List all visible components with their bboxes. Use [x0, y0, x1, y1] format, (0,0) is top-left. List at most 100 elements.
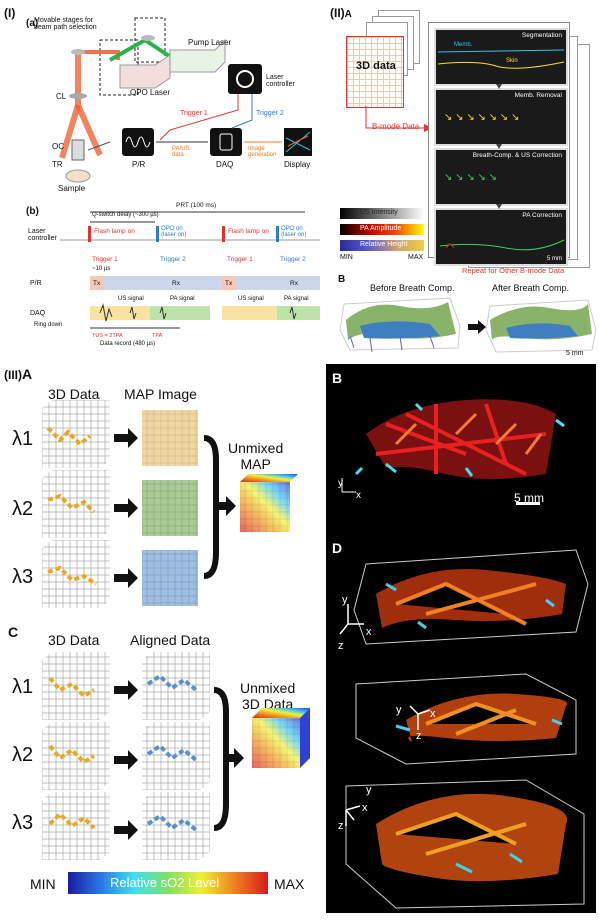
tr-label: TR: [52, 160, 63, 169]
axis-y-d3: y: [366, 784, 372, 796]
iii-c-label: C: [8, 624, 19, 640]
us-signal-label: US signal: [118, 296, 144, 302]
row-daq: DAQ: [30, 310, 46, 317]
image-generation-label: Image generation: [248, 146, 277, 158]
pa-us-data-label: PA/US data: [172, 146, 190, 158]
trigger2-b1: Trigger 2: [160, 256, 186, 263]
step-arrow-1: [496, 84, 502, 89]
opo-on-2: OPO on (laser on): [281, 226, 307, 238]
cl-label: CL: [56, 92, 67, 101]
axis-x-d3: x: [362, 802, 368, 814]
flash-lamp-1: Flash lamp on: [94, 228, 135, 235]
skin-label: Skin: [506, 58, 518, 64]
pr-label: P/R: [132, 160, 146, 169]
memb-label: Memb.: [454, 42, 473, 48]
legend-pa-label: PA Amplitude: [360, 225, 402, 232]
us-signal-label-2: US signal: [238, 296, 264, 302]
section-iii-num: (III): [4, 368, 22, 382]
green-arrows: ↘ ↘ ↘ ↘ ↘: [444, 172, 498, 183]
rx-label-2: Rx: [290, 280, 298, 287]
axis-y-b: y: [338, 478, 343, 489]
step-label-breath-comp: Breath-Comp. & US Correction: [472, 152, 562, 159]
before-label: Before Breath Comp.: [370, 283, 455, 293]
scale-bar-5mm: 5 mm: [547, 256, 562, 262]
bmode-pa-correction: PA Correction 5 mm: [434, 208, 568, 266]
pump-laser-label: Pump Laser: [188, 38, 232, 47]
axis-y-d1: y: [342, 594, 348, 606]
pa-signal-label-2: PA signal: [284, 296, 309, 302]
axis-z-d1: z: [338, 640, 344, 652]
movable-stage-label: Movable stages for beam path selection: [34, 17, 97, 31]
step-arrow-3: [496, 204, 502, 209]
row-pr: P/R: [30, 280, 42, 287]
ring-down-label: Ring down: [34, 322, 63, 328]
mip-image: [341, 399, 565, 505]
segmentation-lines: [437, 49, 565, 69]
axis-z-d2: z: [416, 730, 422, 742]
tpa-label: TPA: [152, 333, 163, 339]
step-label-segmentation: Segmentation: [521, 32, 562, 39]
iii-c-3d-data: 3D Data: [48, 632, 100, 648]
legend-max: MAX: [408, 254, 424, 261]
bmode-segmentation: Segmentation Memb. Skin: [434, 28, 568, 86]
tx-label-2: Tx: [225, 280, 233, 287]
legend-us-label: US Intensity: [360, 209, 398, 216]
section-iii-a: A: [22, 366, 33, 382]
surface-plots: [339, 297, 597, 353]
trigger1-label: Trigger 1: [180, 110, 208, 117]
step-arrow-2: [496, 144, 502, 149]
scale-b-5mm: 5 mm: [566, 350, 584, 357]
opo-laser-label: OPO Laser: [130, 88, 171, 97]
yellow-arrows: ↘ ↘ ↘ ↘ ↘ ↘ ↘: [444, 112, 520, 123]
iii-a-unmixed-map: Unmixed MAP: [228, 440, 284, 472]
3d-renderings: [339, 549, 589, 909]
axis-x-d2: x: [430, 708, 436, 720]
iii-a-map-image: MAP Image: [124, 386, 197, 402]
flash-lamp-2: Flash lamp on: [228, 228, 269, 235]
section-i-label: (I): [4, 6, 16, 20]
trigger1-b1: Trigger 1: [92, 256, 118, 263]
iii-a-diagram: [42, 400, 298, 608]
panel-iib-label: B: [338, 274, 346, 285]
legend-pa-amplitude: [340, 224, 424, 235]
scale-5mm-b: 5 mm: [514, 491, 544, 505]
legend-rh-label: Relative Height: [360, 241, 408, 248]
optical-setup-diagram: [59, 17, 312, 183]
section-ii-num: (II): [330, 6, 345, 20]
opo-on-1: OPO on (laser on): [161, 226, 187, 238]
legend-us-intensity: [340, 208, 424, 219]
tus-label: TUS = 2TPA: [92, 333, 123, 339]
colorbar-label: Relative sO2 Level: [110, 875, 220, 890]
oc-label: OC: [52, 142, 64, 151]
iii-a-3d-data: 3D Data: [48, 386, 100, 402]
lambda1-c-label: λ1: [12, 676, 34, 698]
panel-iii-d-label: D: [332, 540, 343, 556]
row-laser-controller: Laser controller: [28, 228, 57, 242]
display-label: Display: [284, 160, 311, 169]
iii-c-aligned: Aligned Data: [130, 632, 211, 648]
data3d-front-sheet: [346, 36, 404, 108]
lambda3-c-label: λ3: [12, 812, 34, 834]
colorbar-max: MAX: [274, 876, 305, 892]
lambda3-label: λ3: [12, 566, 34, 588]
trigger2-label: Trigger 2: [256, 110, 284, 117]
lambda1-label: λ1: [12, 428, 34, 450]
section-ii-a: A: [344, 9, 352, 20]
lambda2-c-label: λ2: [12, 744, 34, 766]
cube-lambda1: [42, 400, 110, 468]
data3d-label: 3D data: [356, 60, 396, 72]
section-iii-label: (III)A: [4, 366, 32, 382]
trigger2-b2: Trigger 2: [280, 256, 306, 263]
tx-label-1: Tx: [93, 280, 101, 287]
axis-y-d2: y: [396, 704, 402, 716]
panel-a-label: (a): [26, 18, 39, 29]
legend-min: MIN: [340, 254, 353, 261]
so2-colorbar: [68, 872, 268, 894]
pa-signal-label: PA signal: [170, 296, 195, 302]
pa-correction-line: [439, 239, 565, 251]
daq-label: DAQ: [216, 160, 234, 169]
axis-x-b: x: [356, 490, 361, 501]
step-label-pa-correction: PA Correction: [522, 212, 562, 219]
colorbar-min: MIN: [30, 876, 56, 892]
prt-label: PRT (100 ms): [176, 202, 217, 209]
